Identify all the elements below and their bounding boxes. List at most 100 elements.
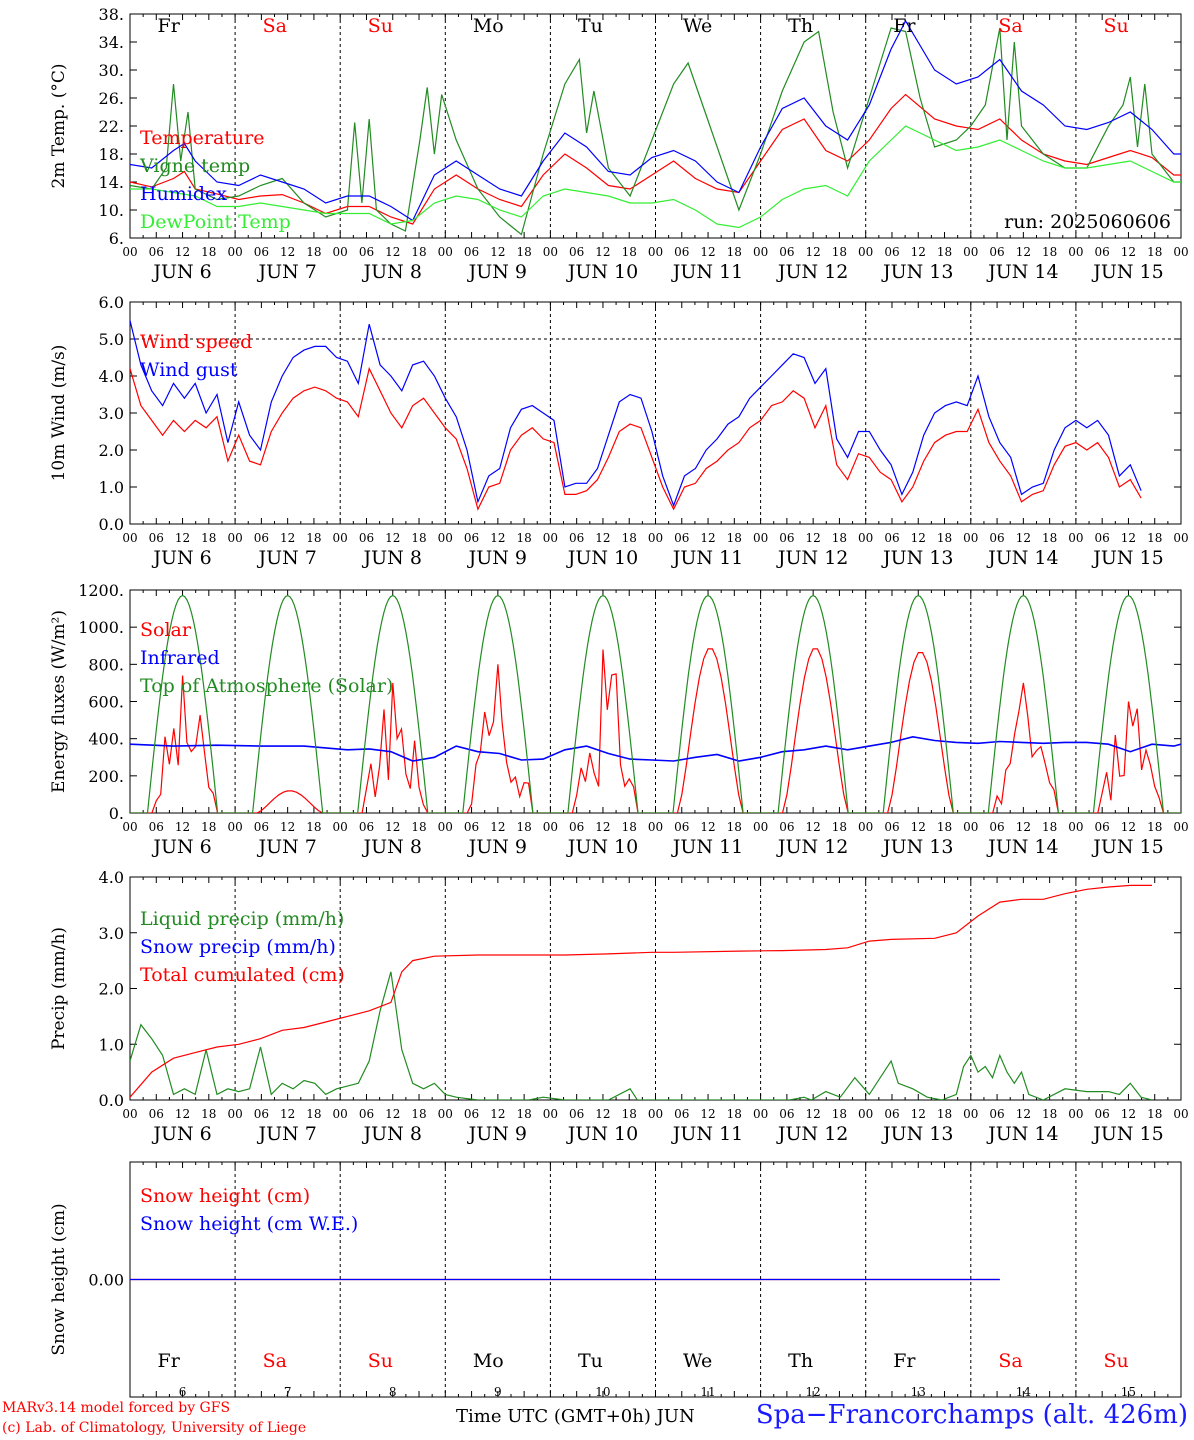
day-date-label: JUN 7	[256, 261, 316, 283]
chart-panel-4: 0.0 1.0 2.0 3.0 4.0 Precip (mm/h) 00 06 12 18 00 06…	[49, 868, 1189, 1145]
day-date-label: JUN 13	[881, 547, 953, 569]
hour-tick-label: 12	[280, 245, 295, 259]
hour-tick-label: 18	[727, 1107, 742, 1121]
y-tick-label: 1.0	[99, 478, 124, 497]
hour-tick-label: 06	[254, 1107, 269, 1121]
y-tick-label: 14.	[99, 173, 124, 192]
day-date-label: JUN 14	[986, 547, 1058, 569]
hour-tick-label: 12	[1121, 820, 1136, 834]
hour-tick-label: 18	[1147, 531, 1162, 545]
hour-tick-label: 06	[779, 531, 794, 545]
hour-tick-label: 00	[858, 1107, 873, 1121]
day-date-label: JUN 11	[671, 261, 743, 283]
legend-entry: Humidex	[140, 183, 227, 205]
hour-tick-label: 12	[490, 1107, 505, 1121]
hour-tick-label: 18	[306, 245, 321, 259]
weekday-label: Su	[1103, 1350, 1128, 1372]
hour-tick-label: 06	[254, 245, 269, 259]
hour-tick-label: 06	[674, 820, 689, 834]
hour-tick-label: 18	[1042, 531, 1057, 545]
series-line-humidex	[130, 19, 1181, 222]
weekday-label: We	[683, 1350, 712, 1372]
hour-tick-label: 12	[806, 531, 821, 545]
footer-model-line: MARv3.14 model forced by GFS	[2, 1400, 231, 1416]
weekday-label: Sa	[263, 15, 287, 37]
hour-tick-label: 18	[832, 531, 847, 545]
hour-tick-label: 12	[700, 820, 715, 834]
day-date-label: JUN 15	[1091, 836, 1163, 858]
hour-tick-label: 00	[122, 245, 137, 259]
hour-tick-label: 00	[1173, 531, 1188, 545]
hour-tick-label: 00	[1068, 1107, 1083, 1121]
legend-entry: Vigne temp	[139, 155, 250, 177]
hour-tick-label: 00	[648, 245, 663, 259]
weekday-label: Fr	[158, 1350, 181, 1372]
series-line-vigne-temp	[130, 27, 1181, 236]
y-tick-label: 34.	[99, 33, 124, 52]
legend-entry: Snow height (cm W.E.)	[140, 1213, 358, 1235]
hour-tick-label: 00	[1173, 1107, 1188, 1121]
hour-tick-label: 12	[1016, 245, 1031, 259]
hour-tick-label: 12	[490, 245, 505, 259]
hour-tick-label: 00	[333, 820, 348, 834]
hour-tick-label: 18	[622, 245, 637, 259]
hour-tick-label: 18	[306, 1107, 321, 1121]
y-tick-label: 0.00	[88, 1271, 124, 1290]
hour-tick-label: 18	[306, 820, 321, 834]
hour-tick-label: 12	[1121, 245, 1136, 259]
run-label: run: 2025060606	[1004, 211, 1171, 233]
day-date-label: JUN 11	[671, 836, 743, 858]
hour-tick-label: 06	[149, 531, 164, 545]
weekday-label: Su	[1103, 15, 1128, 37]
hour-tick-label: 00	[1068, 245, 1083, 259]
hour-tick-label: 06	[359, 820, 374, 834]
hour-tick-label: 00	[963, 245, 978, 259]
hour-tick-label: 18	[516, 531, 531, 545]
hour-tick-label: 18	[832, 1107, 847, 1121]
hour-tick-label: 00	[227, 531, 242, 545]
weekday-label: Th	[788, 1350, 813, 1372]
hour-tick-label: 12	[1121, 531, 1136, 545]
day-date-label: JUN 12	[776, 836, 848, 858]
y-tick-label: 2.0	[99, 441, 124, 460]
hour-tick-label: 12	[911, 531, 926, 545]
hour-tick-label: 18	[1147, 245, 1162, 259]
hour-tick-label: 18	[516, 1107, 531, 1121]
y-tick-label: 6.	[109, 229, 124, 248]
hour-tick-label: 00	[333, 1107, 348, 1121]
legend-entry: Infrared	[140, 647, 220, 669]
hour-tick-label: 00	[753, 531, 768, 545]
hour-tick-label: 06	[884, 245, 899, 259]
hour-tick-label: 00	[122, 820, 137, 834]
footer-copyright-line: (c) Lab. of Climatology, University of L…	[2, 1420, 307, 1436]
hour-tick-label: 06	[674, 1107, 689, 1121]
chart-panel-2: 0.0 1.0 2.0 3.0 4.0 5.0 6.0 10m Wind (m/s) 00 06 1…	[49, 293, 1189, 569]
hour-tick-label: 00	[1173, 820, 1188, 834]
hour-tick-label: 00	[648, 531, 663, 545]
series-line-wind-gust	[130, 320, 1142, 508]
hour-tick-label: 18	[201, 245, 216, 259]
hour-tick-label: 06	[359, 531, 374, 545]
hour-tick-label: 12	[806, 820, 821, 834]
day-date-label: JUN 8	[362, 836, 422, 858]
hour-tick-label: 00	[1173, 245, 1188, 259]
hour-tick-label: 06	[359, 1107, 374, 1121]
hour-tick-label: 00	[753, 820, 768, 834]
day-number-label: 14	[1016, 1385, 1032, 1399]
hour-tick-label: 12	[806, 1107, 821, 1121]
hour-tick-label: 18	[727, 245, 742, 259]
hour-tick-label: 06	[989, 531, 1004, 545]
y-tick-label: 18.	[99, 145, 124, 164]
y-tick-label: 3.0	[99, 924, 124, 943]
weekday-label: Fr	[893, 15, 916, 37]
hour-tick-label: 06	[464, 1107, 479, 1121]
hour-tick-label: 00	[963, 531, 978, 545]
panel-frame	[129, 13, 1182, 239]
day-date-label: JUN 6	[151, 1123, 211, 1145]
weekday-label: We	[683, 15, 712, 37]
hour-tick-label: 06	[254, 531, 269, 545]
series-group	[130, 594, 1181, 813]
hour-tick-label: 06	[254, 820, 269, 834]
legend-entry: Wind gust	[140, 359, 238, 381]
hour-tick-label: 12	[700, 1107, 715, 1121]
